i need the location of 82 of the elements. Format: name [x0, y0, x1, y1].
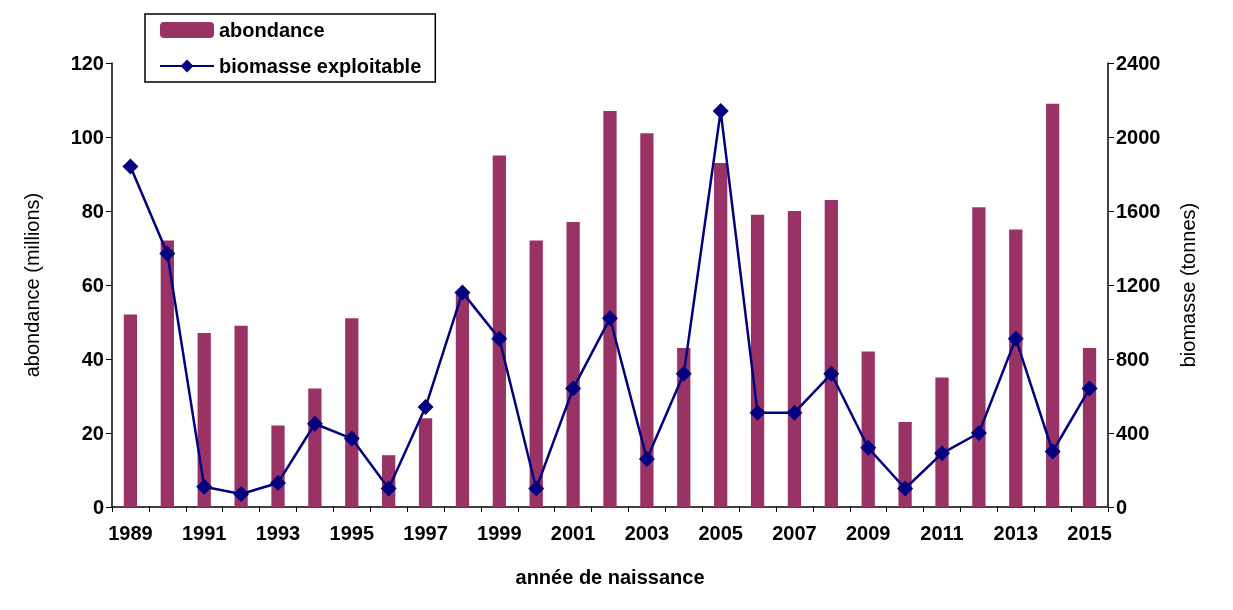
y-tick-label: 120	[70, 52, 104, 74]
point	[1081, 380, 1098, 397]
x-axis-title: année de naissance	[515, 566, 705, 588]
bar	[824, 199, 838, 507]
x-tick-label: 1995	[329, 522, 375, 544]
y-tick-label: 20	[81, 422, 104, 444]
bar	[640, 133, 654, 507]
bar	[861, 351, 875, 507]
x-tick-label: 1997	[403, 522, 448, 544]
bar	[972, 207, 986, 507]
y2-tick-label: 800	[1116, 348, 1150, 370]
point	[122, 158, 139, 175]
x-tick-label: 2013	[993, 522, 1039, 544]
point	[897, 480, 914, 497]
bar	[455, 292, 470, 507]
bar	[603, 111, 617, 507]
point	[749, 404, 766, 421]
point	[823, 365, 840, 382]
point	[860, 439, 877, 456]
x-tick-label: 2003	[624, 522, 670, 544]
bar	[566, 222, 580, 507]
x-tick-label: 2015	[1067, 522, 1112, 544]
bar	[1009, 229, 1023, 507]
bar	[234, 325, 248, 507]
x-tick-label: 1993	[255, 522, 301, 544]
y2-axis-title: biomasse (tonnes)	[1177, 202, 1199, 368]
point	[306, 415, 323, 432]
point	[602, 310, 618, 327]
bar	[787, 211, 802, 507]
bar	[750, 214, 765, 507]
point	[380, 480, 397, 497]
point	[934, 445, 950, 462]
bar	[714, 162, 728, 507]
point	[491, 330, 508, 347]
y2-tick-label: 2400	[1116, 52, 1161, 74]
point	[196, 478, 213, 495]
x-tick-label: 2007	[772, 522, 817, 544]
y2-tick-label: 2000	[1116, 126, 1161, 148]
point	[159, 245, 176, 262]
point	[786, 404, 803, 421]
y2-tick-label: 400	[1116, 422, 1150, 444]
y-tick-label: 40	[81, 348, 104, 370]
y2-tick-label: 1200	[1116, 274, 1161, 296]
y2-tick-label: 1600	[1116, 200, 1161, 222]
point	[343, 430, 360, 447]
bar	[160, 240, 174, 507]
point	[454, 284, 471, 301]
y-tick-label: 60	[81, 274, 104, 296]
x-tick-label: 1999	[477, 522, 522, 544]
bar	[1046, 103, 1060, 507]
point	[675, 365, 692, 382]
y-tick-label: 100	[70, 126, 104, 148]
x-tick-label: 2009	[845, 522, 891, 544]
bar	[345, 318, 359, 507]
point	[417, 399, 434, 416]
x-tick-label: 1989	[108, 522, 153, 544]
point	[1044, 443, 1061, 460]
bar	[308, 388, 322, 507]
x-tick-label: 2011	[920, 522, 964, 544]
point	[233, 486, 250, 503]
y-axis-title: abondance (millions)	[21, 192, 43, 378]
point	[970, 425, 987, 441]
bar	[492, 155, 506, 507]
point	[1007, 330, 1024, 347]
x-tick-label: 2005	[698, 522, 743, 544]
point	[565, 380, 582, 397]
x-tick-label: 2001	[550, 522, 596, 544]
y-tick-label: 80	[81, 200, 104, 222]
point	[638, 450, 655, 467]
bar	[1082, 347, 1097, 507]
bar	[529, 240, 543, 507]
legend-label: abondance	[219, 19, 325, 41]
bar	[935, 377, 949, 507]
x-tick-label: 1991	[181, 522, 227, 544]
bar	[123, 314, 138, 507]
point	[712, 103, 729, 120]
y2-tick-label: 0	[1116, 496, 1128, 518]
point	[270, 474, 286, 491]
y-tick-label: 0	[92, 496, 104, 518]
legend-label: biomasse exploitable	[219, 55, 422, 77]
bar	[418, 418, 433, 507]
point	[528, 480, 545, 497]
